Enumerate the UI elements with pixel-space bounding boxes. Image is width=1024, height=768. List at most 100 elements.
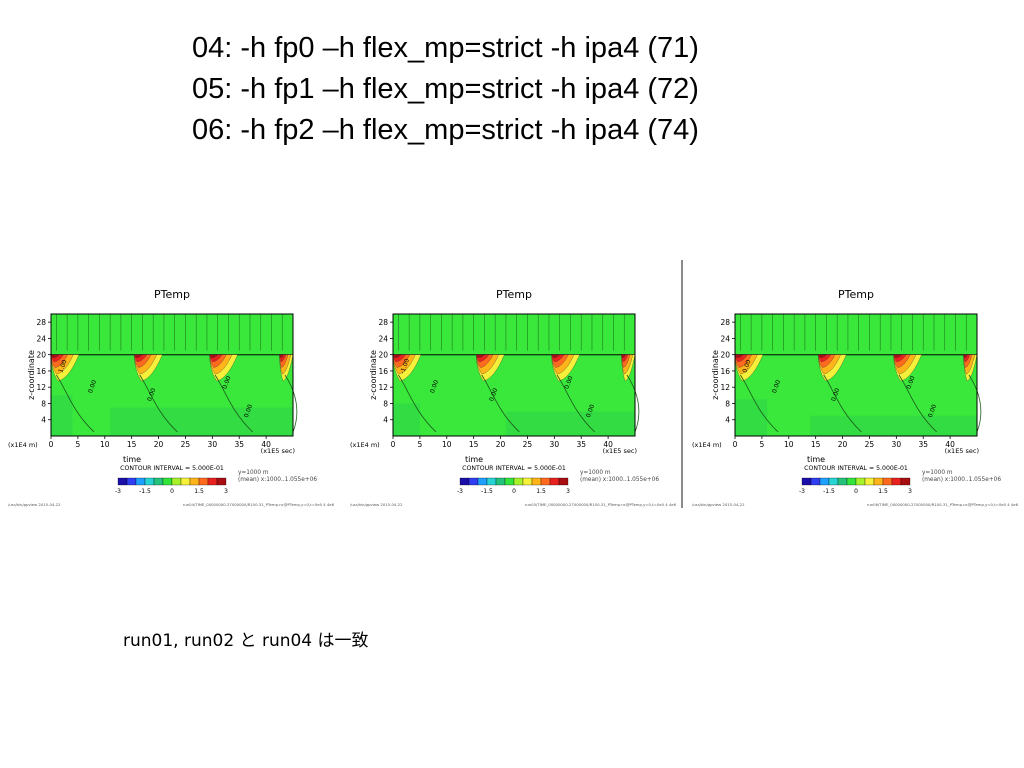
plot-frame (734, 313, 978, 437)
legend-tick-label: -3 (115, 488, 121, 495)
x-tick-label: 10 (784, 440, 794, 449)
contour-label: 0.00 (146, 387, 157, 402)
x-tick-label: 15 (127, 440, 137, 449)
y-tick-label: 28 (378, 318, 388, 327)
legend-tick-label: -3 (457, 488, 463, 495)
legend-swatch (504, 477, 515, 486)
y-tick-label: 24 (36, 334, 46, 343)
lower-band (505, 411, 635, 436)
chart-title: PTemp (838, 288, 874, 301)
contour-label: 0.00 (771, 379, 782, 394)
warm-plume (818, 354, 828, 359)
legend-tick-label: 0 (854, 488, 858, 495)
y-axis-label: z-coordinate (27, 350, 36, 400)
warm-plume (476, 354, 486, 359)
legend-swatch (153, 477, 164, 486)
comparison-note: run01, run02 と run04 は一致 (123, 631, 369, 651)
legend-tick-label: -1.5 (823, 488, 835, 495)
x-tick-label: 40 (603, 440, 613, 449)
y-axis-label: z-coordinate (369, 350, 378, 400)
x-tick-label: 30 (208, 440, 218, 449)
contour-label: 1.00 (57, 359, 68, 374)
contour-label: 0.00 (429, 379, 440, 394)
legend-swatch (810, 477, 821, 486)
lower-band (51, 395, 73, 436)
contour-label: 0.00 (488, 387, 499, 402)
legend-swatch (117, 477, 128, 486)
x-tick-label: 30 (892, 440, 902, 449)
legend-swatch (135, 477, 146, 486)
x-tick-label: 20 (838, 440, 848, 449)
legend-swatch (189, 477, 200, 486)
footer-left-text: /usr/bin/gpview 2015-04-22 (8, 502, 61, 507)
plot-frame (50, 313, 294, 437)
legend-swatch (216, 477, 227, 486)
title-line-3: 06: -h fp2 –h flex_mp=strict -h ipa4 (74… (192, 114, 699, 146)
y-tick-label: 16 (378, 367, 388, 376)
contour-label: 0.00 (585, 403, 596, 418)
x-tick-label: 35 (918, 440, 928, 449)
y-tick-label: 12 (36, 383, 46, 392)
warm-plume (551, 354, 561, 359)
ptemp-chart: PTemp -1.00 0.00 0.00 0.00 0.00 4 8 12 16 20 24 28 0 5… (350, 288, 677, 507)
legend-swatch (873, 477, 884, 486)
panel-separator (681, 260, 683, 508)
plot-frame (392, 313, 636, 437)
meta-text: y=1000 m (922, 470, 953, 476)
y-tick-label: 16 (720, 367, 730, 376)
legend-swatch (468, 477, 479, 486)
legend-tick-label: 0 (512, 488, 516, 495)
lower-band (393, 403, 420, 436)
y-tick-label: 20 (720, 351, 730, 360)
contour-line (481, 374, 520, 433)
y-tick-label: 28 (36, 318, 46, 327)
legend-swatch (801, 477, 812, 486)
y-tick-label: 8 (725, 399, 730, 408)
chart-title: PTemp (496, 288, 532, 301)
warm-plume (209, 354, 219, 359)
contour-label: 0.00 (221, 375, 232, 390)
x-tick-label: 15 (811, 440, 821, 449)
y-tick-label: 20 (36, 351, 46, 360)
contour-line (284, 374, 298, 433)
x-tick-label: 25 (523, 440, 533, 449)
legend-swatch (459, 477, 470, 486)
contour-line (968, 374, 982, 433)
slide-title: 04: -h fp0 –h flex_mp=strict -h ipa4 (71… (192, 28, 699, 151)
x-tick-label: 10 (100, 440, 110, 449)
legend-swatch (477, 477, 488, 486)
x-tick-label: 0 (733, 440, 738, 449)
y-tick-label: 8 (383, 399, 388, 408)
contour-line (626, 374, 640, 433)
contour-label: 0.00 (905, 375, 916, 390)
lower-band (110, 407, 294, 436)
x-tick-label: 40 (261, 440, 271, 449)
meta-text: (mean) x:1000..1.055e+06 (580, 477, 659, 483)
x-tick-label: 5 (759, 440, 764, 449)
contour-line (214, 374, 253, 433)
chart-panel-3: PTemp 0.00 0.00 0.00 0.00 0.00 4 8 12 16 20 24 28 0 5 1… (690, 280, 1020, 512)
warm-plume (621, 354, 626, 359)
title-line-1: 04: -h fp0 –h flex_mp=strict -h ipa4 (71… (192, 32, 699, 64)
meta-text: (mean) x:1000..1.055e+06 (238, 477, 317, 483)
legend-swatch (540, 477, 551, 486)
legend-tick-label: 3 (908, 488, 912, 495)
legend-swatch (495, 477, 506, 486)
legend-tick-label: 1.5 (194, 488, 204, 495)
meta-text: (mean) x:1000..1.055e+06 (922, 477, 1001, 483)
contour-line (56, 374, 95, 433)
contour-label: 0.00 (243, 403, 254, 418)
contour-label: 0.00 (830, 387, 841, 402)
y-tick-label: 4 (41, 416, 46, 425)
warm-plume (134, 354, 144, 359)
legend-tick-label: 3 (566, 488, 570, 495)
legend-swatch (486, 477, 497, 486)
legend-swatch (828, 477, 839, 486)
legend-swatch (198, 477, 209, 486)
ptemp-chart: PTemp 1.00 0.00 0.00 0.00 0.00 4 8 12 16 20 24 28 0 5 1… (8, 288, 335, 507)
chart-panel-1: PTemp 1.00 0.00 0.00 0.00 0.00 4 8 12 16 20 24 28 0 5 1… (6, 280, 336, 512)
legend-tick-label: -3 (799, 488, 805, 495)
x-tick-label: 0 (391, 440, 396, 449)
legend-swatch (207, 477, 218, 486)
title-line-2: 05: -h fp1 –h flex_mp=strict -h ipa4 (72… (192, 73, 699, 105)
